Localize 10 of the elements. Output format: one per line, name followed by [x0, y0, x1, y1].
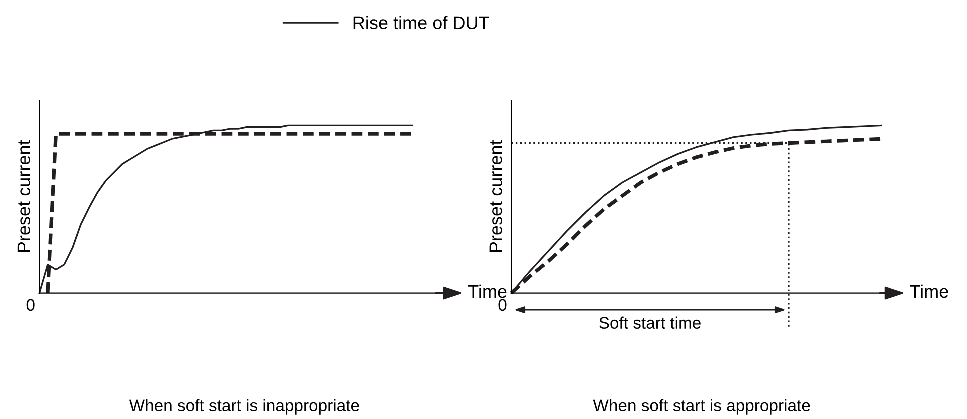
x-axis-title: Time — [468, 284, 507, 298]
legend-label: Rise time of DUT — [354, 16, 490, 30]
text: When soft start is appropriate — [593, 399, 810, 415]
text: Soft start time — [600, 316, 701, 330]
x-axis-title: Time — [910, 284, 948, 298]
y-axis-title: Preset current — [18, 140, 31, 252]
text: When soft start is inappropriate — [129, 399, 360, 415]
y-axis-title: Preset current — [490, 140, 502, 252]
text: 0 — [498, 299, 507, 312]
text: 0 — [26, 299, 35, 312]
